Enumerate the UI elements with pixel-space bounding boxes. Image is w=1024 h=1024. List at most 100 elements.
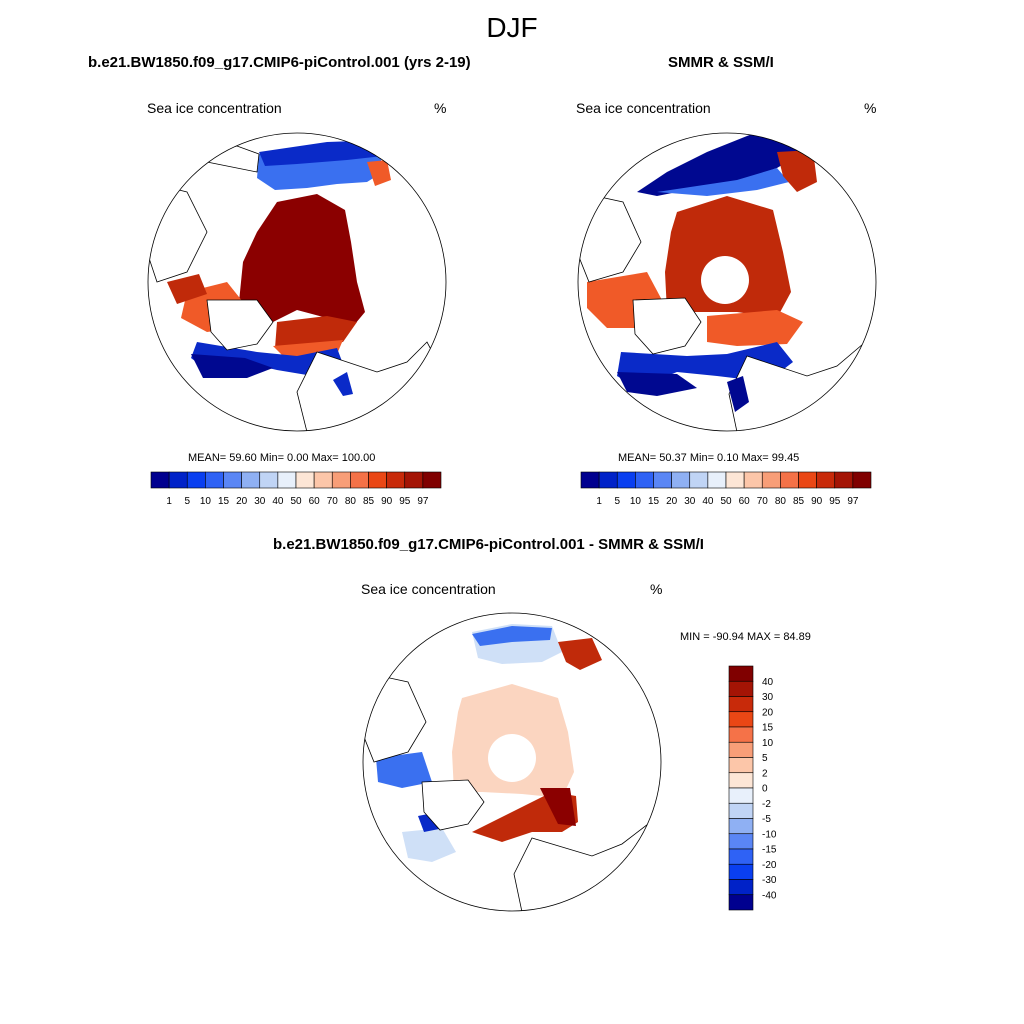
panel2-title: SMMR & SSM/I (668, 54, 774, 71)
panel1-colorbar-swatch (186, 471, 206, 489)
panel3-greenland (421, 779, 485, 831)
panel3-colorbar-swatch (728, 741, 754, 758)
panel1-colorbar-tick-label: 97 (417, 496, 429, 507)
panel2-colorbar-tick-label: 70 (757, 496, 769, 507)
panel1-variable: Sea ice concentration (147, 100, 282, 116)
panel3-colorbar-tick-label: 30 (762, 692, 774, 703)
panel2-pacific-ice (637, 133, 807, 196)
panel3-colorbar-swatch (728, 711, 754, 728)
panel2-colorbar-swatch (834, 471, 854, 489)
panel1-colorbar-swatch (331, 471, 351, 489)
panel2-colorbar-tick-label: 50 (720, 496, 732, 507)
panel2-colorbar-swatch (816, 471, 836, 489)
panel1-greenland (206, 299, 274, 351)
panel2-colorbar-tick-label: 95 (829, 496, 841, 507)
panel1-nordic-ocean (191, 342, 343, 376)
panel3-colorbar-swatch (728, 863, 754, 880)
panel1-colorbar-tick-label: 1 (166, 496, 172, 507)
panel3-colorbar-tick-label: -10 (762, 829, 777, 840)
panel3-colorbar-tick-label: 20 (762, 707, 774, 718)
panel2-colorbar-swatch (798, 471, 817, 489)
panel2-colorbar-tick-label: 1 (596, 496, 602, 507)
panel2-colorbar-swatch (598, 471, 618, 489)
panel2-greenland (632, 297, 702, 355)
panel2-colorbar-tick-label: 90 (811, 496, 823, 507)
panel3-colorbar-swatch (728, 894, 754, 911)
panel1-colorbar-tick-label: 50 (290, 496, 302, 507)
panel1-colorbar-tick-label: 85 (363, 496, 375, 507)
panel1-colorbar-swatch (313, 471, 333, 489)
panel2-colorbar-swatch (653, 471, 672, 489)
panel1-nordic-dark (191, 354, 273, 378)
panel3-okhotsk-pos (558, 638, 602, 670)
panel3-stats: MIN = -90.94 MAX = 84.89 (680, 631, 811, 643)
panel1-colorbar-swatch (350, 471, 369, 489)
panel1-colorbar-tick-label: 10 (200, 496, 212, 507)
panel3-colorbar-tick-label: -2 (762, 799, 771, 810)
panel2-colorbar-swatch (707, 471, 727, 489)
panel3-colorbar-tick-label: 5 (762, 753, 768, 764)
panel3-colorbar-tick-label: 10 (762, 738, 774, 749)
panel3-colorbar-tick-label: -20 (762, 860, 777, 871)
panel2-colorbar-swatch (780, 471, 799, 489)
panel1-colorbar-tick-label: 95 (399, 496, 411, 507)
panel2-colorbar-tick-label: 10 (630, 496, 642, 507)
panel1-colorbar-swatch (150, 471, 170, 489)
panel2-colorbar-tick-label: 20 (666, 496, 678, 507)
panel1-colorbar-swatch (241, 471, 261, 489)
panel3-colorbar-tick-label: 2 (762, 768, 768, 779)
panel1-colorbar-swatch (259, 471, 279, 489)
panel1-arctic-ice (239, 194, 365, 328)
panel1-stats: MEAN= 59.60 Min= 0.00 Max= 100.00 (188, 452, 376, 464)
panel1-pacific-ice-edge (259, 140, 387, 166)
panel2-colorbar-swatch (761, 471, 781, 489)
panel1-baltic-ice (333, 372, 353, 396)
panel2-nordic-dark (617, 372, 697, 396)
panel3-colorbar-swatch (728, 848, 754, 865)
panel2-pole-hole (701, 256, 749, 304)
panel3-colorbar-swatch (728, 757, 754, 774)
panel1-colorbar-swatch (223, 471, 242, 489)
panel2-map-border (577, 132, 877, 432)
panel3-kara-pos (540, 788, 576, 826)
panel2-colorbar-tick-label: 5 (614, 496, 620, 507)
panel3-colorbar-tick-label: -40 (762, 890, 777, 901)
panel3-colorbar-swatch (728, 680, 754, 697)
panel2-colorbar-swatch (616, 471, 636, 489)
panel1-pacific-ice-high (367, 160, 391, 186)
panel1-units: % (434, 100, 447, 116)
panel1-colorbar-tick-label: 70 (327, 496, 339, 507)
panel1-colorbar-swatch (386, 471, 406, 489)
panel1-title: b.e21.BW1850.f09_g17.CMIP6-piControl.001… (88, 54, 471, 71)
panel1-colorbar-tick-label: 30 (254, 496, 266, 507)
panel2-bering-ice (777, 150, 817, 192)
panel1-colorbar-tick-label: 20 (236, 496, 248, 507)
panel1-baffin-high (167, 274, 207, 304)
panel3-colorbar-tick-label: 40 (762, 677, 774, 688)
panel1-colorbar-tick-label: 40 (272, 496, 284, 507)
panel3-colorbar-tick-label: 15 (762, 723, 774, 734)
panel2-units: % (864, 100, 877, 116)
panel2-colorbar-swatch (852, 471, 872, 489)
panel3-colorbar-swatch (728, 726, 754, 743)
panel3-map (362, 612, 662, 912)
panel2-colorbar: 1 5 10 15 20 30 40 50 60 70 80 85 90 95 97 (580, 471, 872, 507)
panel2-baltic-ice (727, 376, 749, 412)
panel2-colorbar-tick-label: 30 (684, 496, 696, 507)
main-title: DJF (486, 12, 538, 43)
panel1-colorbar-swatch (422, 471, 442, 489)
panel1-colorbar-tick-label: 5 (184, 496, 190, 507)
panel1-colorbar-swatch (368, 471, 387, 489)
panel1-colorbar-tick-label: 60 (309, 496, 321, 507)
panel2-map (577, 132, 877, 432)
panel1-colorbar-swatch (168, 471, 188, 489)
panel2-colorbar-tick-label: 80 (775, 496, 787, 507)
panel1-colorbar-swatch (295, 471, 315, 489)
panel1-map-border (147, 132, 447, 432)
panel2-colorbar-tick-label: 97 (847, 496, 859, 507)
panel3-pacific-neg (472, 626, 552, 646)
panel3-colorbar-tick-label: -30 (762, 875, 777, 886)
panel3-title: b.e21.BW1850.f09_g17.CMIP6-piControl.001… (273, 536, 704, 553)
panel2-variable: Sea ice concentration (576, 100, 711, 116)
panel1-colorbar-swatch (205, 471, 224, 489)
